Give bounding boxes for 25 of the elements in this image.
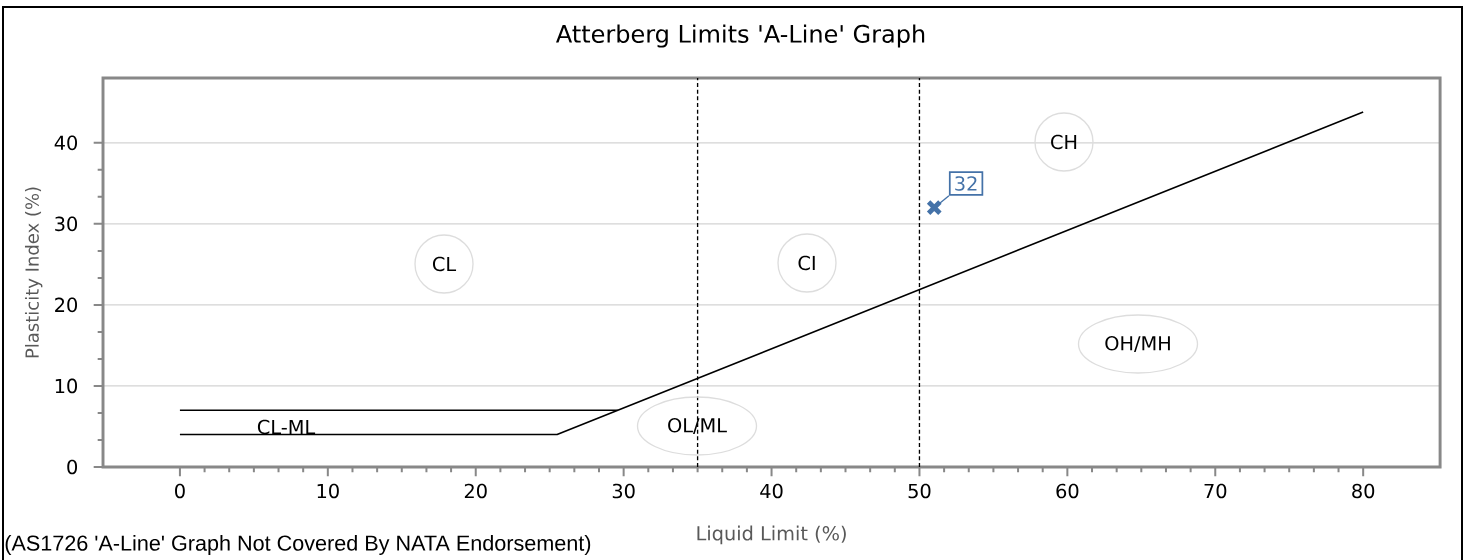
- chart-title: Atterberg Limits 'A-Line' Graph: [556, 24, 925, 48]
- x-tick-label: 40: [760, 483, 783, 499]
- y-tick-label: 30: [55, 216, 78, 232]
- annotation: CL-ML: [257, 419, 316, 435]
- x-tick-label: 60: [1056, 483, 1079, 499]
- y-tick-label: 40: [54, 135, 78, 151]
- y-axis-title: Plasticity Index (%): [24, 187, 43, 358]
- x-axis-title: Liquid Limit (%): [697, 525, 846, 545]
- x-tick-label: 70: [1204, 483, 1227, 499]
- annotation: CL: [432, 256, 457, 272]
- x-tick-label: 10: [317, 483, 339, 499]
- annotation: CH: [1051, 134, 1077, 150]
- text: (AS1726 'A-Line' Graph Not Covered By NATA Endorsement): [5, 534, 591, 556]
- x-tick-label: 80: [1352, 483, 1375, 499]
- data-label: 32: [955, 176, 977, 191]
- x-tick-label: 20: [464, 483, 487, 499]
- x-tick-label: 0: [175, 483, 185, 499]
- x-tick-label: 50: [908, 483, 931, 499]
- y-tick-label: 20: [55, 297, 78, 313]
- y-tick-label: 10: [55, 378, 78, 394]
- x-tick-label: 30: [612, 483, 635, 499]
- y-tick-label: 0: [67, 459, 78, 475]
- annotation: CI: [798, 255, 815, 271]
- annotation: OH/MH: [1105, 335, 1170, 353]
- annotation: OL/ML: [668, 417, 727, 435]
